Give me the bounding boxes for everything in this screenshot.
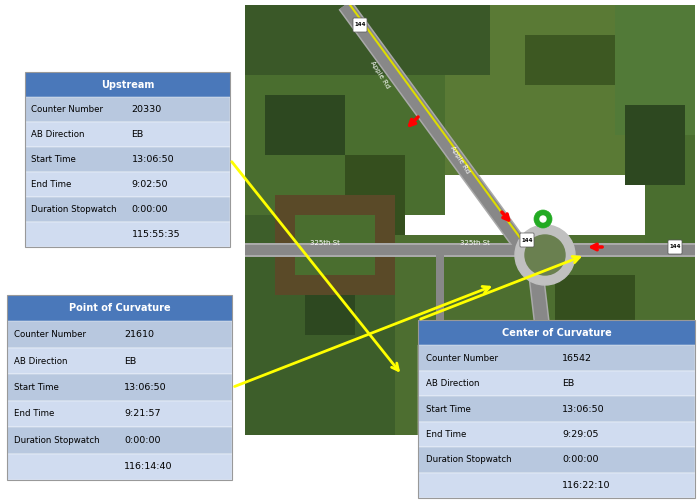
- Bar: [418, 447, 695, 472]
- Text: EB: EB: [124, 356, 136, 366]
- Text: AB Direction: AB Direction: [31, 130, 85, 139]
- Text: End Time: End Time: [426, 430, 467, 439]
- Bar: [625, 105, 685, 185]
- Bar: [245, 215, 395, 435]
- Bar: [436, 250, 444, 435]
- Text: Counter Number: Counter Number: [14, 330, 85, 339]
- Text: Point of Curvature: Point of Curvature: [69, 303, 170, 313]
- Text: Center of Curvature: Center of Curvature: [502, 328, 611, 338]
- Polygon shape: [527, 264, 563, 436]
- Circle shape: [534, 210, 552, 228]
- Bar: [25, 222, 230, 247]
- Bar: [7, 400, 232, 427]
- Bar: [25, 172, 230, 197]
- Bar: [445, 5, 695, 175]
- Text: 116:14:40: 116:14:40: [124, 462, 172, 471]
- Text: Duration Stopwatch: Duration Stopwatch: [14, 436, 99, 445]
- Bar: [565, 245, 695, 255]
- Text: Counter Number: Counter Number: [426, 354, 498, 362]
- Text: 115:55:35: 115:55:35: [132, 230, 180, 239]
- Text: 9:29:05: 9:29:05: [562, 430, 598, 439]
- Bar: [615, 5, 695, 135]
- Circle shape: [515, 225, 575, 285]
- Text: End Time: End Time: [14, 410, 54, 418]
- Bar: [275, 195, 395, 295]
- Text: End Time: End Time: [31, 180, 71, 189]
- Text: 0:00:00: 0:00:00: [124, 436, 160, 445]
- Bar: [25, 197, 230, 222]
- Text: 9:21:57: 9:21:57: [124, 410, 160, 418]
- Polygon shape: [340, 1, 540, 269]
- Bar: [418, 422, 695, 447]
- Polygon shape: [339, 0, 542, 270]
- Bar: [418, 472, 695, 498]
- Text: Apple Rd: Apple Rd: [449, 145, 471, 175]
- Text: AB Direction: AB Direction: [14, 356, 67, 366]
- Text: 13:06:50: 13:06:50: [124, 383, 167, 392]
- Bar: [265, 95, 345, 155]
- Bar: [245, 5, 490, 75]
- Bar: [645, 135, 695, 255]
- Bar: [7, 374, 232, 400]
- Bar: [25, 72, 230, 97]
- Text: Start Time: Start Time: [14, 383, 59, 392]
- Text: 144: 144: [522, 238, 533, 242]
- Text: Counter Number: Counter Number: [31, 105, 103, 114]
- Text: AB Direction: AB Direction: [426, 379, 480, 388]
- Text: Duration Stopwatch: Duration Stopwatch: [31, 205, 117, 214]
- Bar: [418, 396, 695, 421]
- Bar: [555, 275, 635, 335]
- Bar: [7, 454, 232, 480]
- Text: 16542: 16542: [562, 354, 592, 362]
- Polygon shape: [537, 222, 549, 228]
- Text: 20330: 20330: [132, 105, 162, 114]
- Bar: [418, 320, 695, 345]
- Bar: [7, 322, 232, 348]
- Bar: [418, 346, 695, 371]
- Text: EB: EB: [562, 379, 574, 388]
- Circle shape: [525, 235, 565, 275]
- Bar: [395, 235, 695, 435]
- Text: 9:02:50: 9:02:50: [132, 180, 168, 189]
- Text: Apple Rd: Apple Rd: [369, 60, 391, 90]
- Text: 325th St: 325th St: [310, 240, 340, 246]
- Bar: [305, 265, 355, 335]
- Text: 13:06:50: 13:06:50: [562, 404, 605, 413]
- Text: 116:22:10: 116:22:10: [562, 481, 610, 490]
- Text: Start Time: Start Time: [31, 155, 76, 164]
- Text: 0:00:00: 0:00:00: [132, 205, 168, 214]
- Text: 21610: 21610: [124, 330, 154, 339]
- Text: Start Time: Start Time: [426, 404, 471, 413]
- Circle shape: [540, 216, 546, 222]
- Text: 326th Ln: 326th Ln: [483, 372, 507, 378]
- Bar: [25, 147, 230, 172]
- Text: Angus Ave: Angus Ave: [438, 328, 442, 362]
- Text: Upstream: Upstream: [101, 80, 154, 90]
- Text: 144: 144: [669, 244, 680, 250]
- Text: 325th St: 325th St: [460, 240, 490, 246]
- Bar: [418, 371, 695, 396]
- Bar: [7, 348, 232, 374]
- Bar: [245, 245, 695, 255]
- Bar: [245, 243, 695, 257]
- Text: EB: EB: [132, 130, 144, 139]
- Bar: [7, 427, 232, 454]
- Polygon shape: [528, 264, 561, 436]
- Text: 144: 144: [354, 22, 365, 28]
- Bar: [525, 35, 615, 85]
- FancyBboxPatch shape: [353, 18, 367, 32]
- FancyBboxPatch shape: [520, 233, 534, 247]
- Text: 0:00:00: 0:00:00: [562, 456, 598, 464]
- Bar: [25, 97, 230, 122]
- Bar: [295, 215, 375, 275]
- Bar: [7, 295, 232, 322]
- Text: Duration Stopwatch: Duration Stopwatch: [426, 456, 512, 464]
- Bar: [345, 155, 405, 235]
- FancyBboxPatch shape: [668, 240, 682, 254]
- Bar: [25, 122, 230, 147]
- Text: 13:06:50: 13:06:50: [132, 155, 174, 164]
- Bar: [245, 5, 445, 215]
